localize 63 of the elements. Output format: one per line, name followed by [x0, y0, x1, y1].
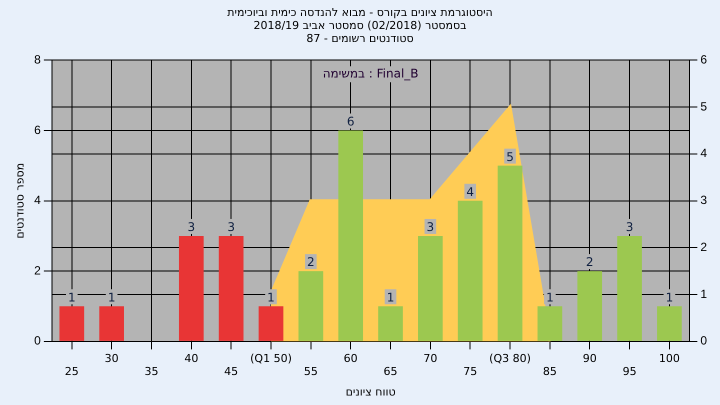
bar [59, 306, 84, 341]
x-tick-label: 85 [542, 365, 557, 378]
x-tick-label: 95 [622, 365, 637, 378]
x-tick-label: 70 [423, 352, 438, 365]
x-tick-label: 25 [64, 365, 79, 378]
data-label: 3 [626, 220, 634, 234]
chart-subtitle: בסמסטר (02/2018) סמסטר אביב 2018/19 סטודנטים רשומים - 87 [252, 19, 468, 45]
x-tick-label: 45 [224, 365, 238, 378]
y2-tick-label: 0 [700, 334, 708, 348]
bar [657, 306, 682, 341]
y2-tick-label: 4 [700, 146, 708, 160]
y2-tick-label: 3 [700, 193, 708, 208]
annotation: במשימה : Final_B [322, 66, 419, 80]
data-label: 2 [307, 255, 315, 270]
y-tick-label: 4 [34, 193, 42, 208]
y2-tick-label: 2 [700, 240, 708, 254]
bar [458, 200, 483, 341]
data-label: 1 [666, 290, 674, 304]
y2-tick-label: 1 [700, 286, 708, 301]
bar [378, 306, 403, 341]
data-label: 2 [586, 255, 594, 270]
data-label: 1 [108, 290, 116, 304]
bar [498, 166, 522, 341]
y-tick-label: 8 [34, 52, 42, 67]
bar [258, 306, 284, 341]
y-tick-label: 0 [34, 334, 42, 348]
data-label: 1 [386, 290, 394, 304]
data-label: 1 [68, 290, 76, 304]
x-tick-label: 40 [184, 352, 198, 365]
data-label: 1 [267, 290, 275, 304]
data-label: 5 [506, 150, 514, 164]
x-tick-label: 90 [582, 352, 597, 365]
data-label: 6 [346, 114, 354, 129]
bar [218, 236, 244, 341]
x-tick-label: 55 [304, 365, 318, 378]
x-tick-label: 75 [463, 365, 478, 378]
x-tick-label: 35 [144, 365, 158, 378]
bar [178, 236, 204, 341]
bar [577, 271, 602, 341]
y-tick-label: 6 [34, 122, 42, 137]
bar [298, 271, 324, 341]
y-axis-title: מספר סטודנטים [13, 162, 26, 239]
bar [538, 306, 562, 341]
data-label: 4 [466, 184, 474, 199]
y-tick-label: 2 [34, 263, 42, 278]
y2-tick-label: 6 [700, 52, 708, 67]
data-label: 3 [227, 220, 235, 234]
x-tick-label: 30 [104, 352, 119, 365]
x-tick-label: (Q1 50) [250, 352, 292, 365]
x-tick-label: 60 [344, 352, 358, 365]
bar [617, 236, 642, 341]
data-label: 3 [426, 220, 434, 234]
bar [338, 130, 364, 341]
y2-tick-label: 5 [700, 99, 708, 114]
chart-title: היסטוגרמת ציונים בקורס - מבוא להנדסה כימית וביוכימית [226, 6, 494, 19]
x-tick-label: (Q3 80) [489, 352, 531, 365]
x-tick-label: 65 [384, 365, 398, 378]
bar [418, 236, 443, 341]
data-label: 1 [546, 290, 554, 304]
x-tick-label: 100 [658, 352, 680, 365]
bar [99, 306, 124, 341]
x-axis-title: טווח ציונים [346, 385, 396, 398]
data-label: 3 [187, 220, 196, 234]
